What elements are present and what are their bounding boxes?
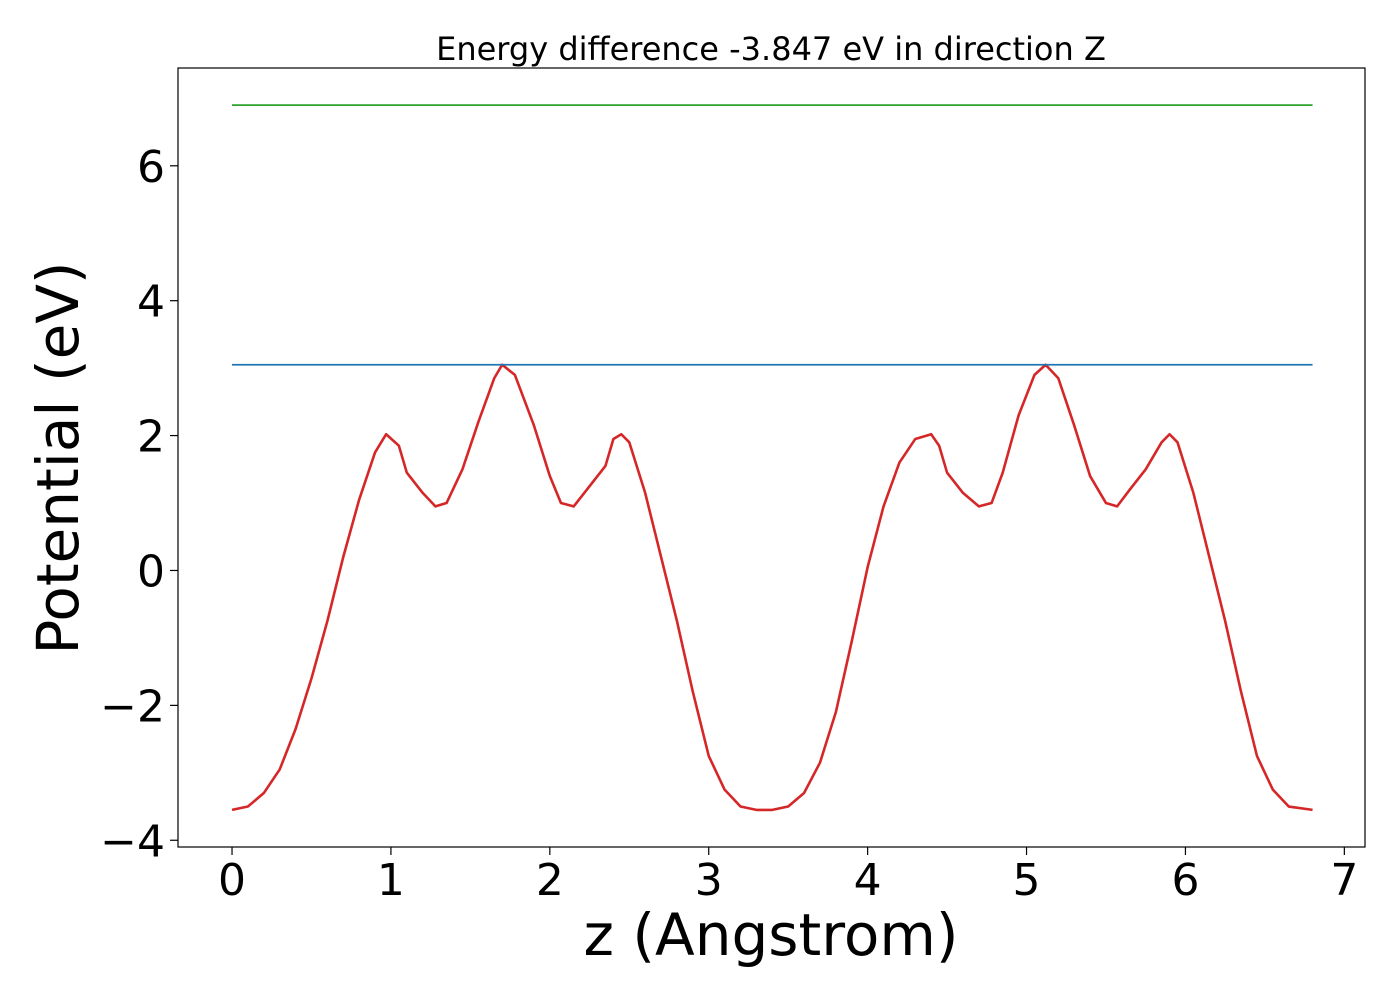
ticks-layer: 0 1 2 3 4 5 6 7 −4 −2 0 2 4 6 <box>100 142 1358 906</box>
y-tick-label: 2 <box>137 412 165 463</box>
plot-background <box>178 68 1365 847</box>
y-tick-label: 4 <box>137 277 165 328</box>
y-axis-label: Potential (eV) <box>24 261 92 654</box>
y-tick-label: 6 <box>137 142 165 193</box>
plot-frame <box>177 67 1366 848</box>
series-line-1 <box>231 363 1313 812</box>
x-tick-label: 6 <box>1171 855 1199 906</box>
x-tick-label: 3 <box>695 855 723 906</box>
x-tick-label: 1 <box>377 855 405 906</box>
y-tick-label: −4 <box>100 816 165 867</box>
x-tick-label: 5 <box>1013 855 1041 906</box>
y-tick-label: −2 <box>100 681 165 732</box>
x-axis-label: z (Angstrom) <box>584 901 959 969</box>
chart-title: Energy difference -3.847 eV in direction… <box>436 30 1106 68</box>
x-tick-label: 0 <box>218 855 246 906</box>
x-tick-label: 7 <box>1330 855 1358 906</box>
x-tick-label: 4 <box>854 855 882 906</box>
series-layer <box>231 104 1313 812</box>
x-tick-label: 2 <box>536 855 564 906</box>
y-tick-label: 0 <box>137 546 165 597</box>
